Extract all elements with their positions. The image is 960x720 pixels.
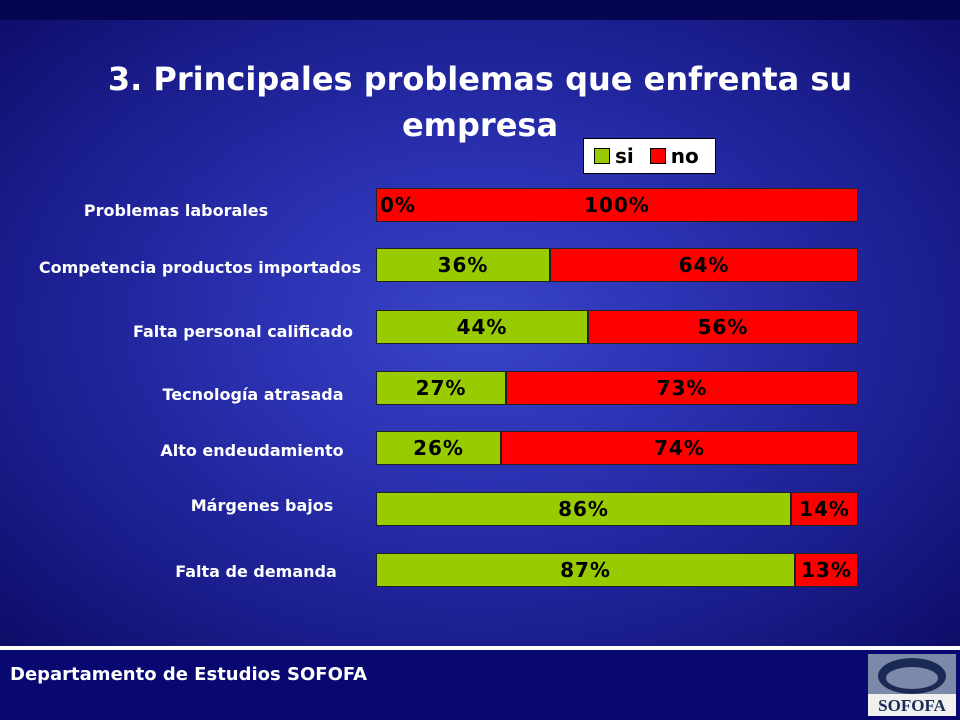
- bar-segment-si: 27%: [376, 371, 506, 405]
- footer-band: [0, 650, 960, 720]
- legend-label-no: no: [670, 144, 699, 168]
- bar-segment-no: 100%: [376, 188, 858, 222]
- bar-row: 26% 74%: [376, 431, 858, 465]
- legend: si no: [583, 138, 716, 174]
- bar-segment-no: 13%: [795, 553, 858, 587]
- bar-row: 100%: [376, 188, 858, 222]
- bar-segment-no: 56%: [588, 310, 858, 344]
- sofofa-logo: SOFOFA: [868, 654, 956, 716]
- footer-divider: [0, 646, 960, 650]
- bar-segment-si: 26%: [376, 431, 501, 465]
- category-label: Falta de demanda: [175, 562, 337, 581]
- footer-department: Departamento de Estudios SOFOFA: [10, 664, 368, 685]
- bar-segment-no: 74%: [501, 431, 858, 465]
- data-label-si: 0%: [380, 193, 416, 217]
- bar-row: 87% 13%: [376, 553, 858, 587]
- bar-segment-no: 73%: [506, 371, 858, 405]
- bar-segment-si: 36%: [376, 248, 550, 282]
- bar-segment-no: 64%: [550, 248, 858, 282]
- logo-text: SOFOFA: [878, 696, 946, 715]
- bar-row: 86% 14%: [376, 492, 858, 526]
- bar-segment-si: 86%: [376, 492, 791, 526]
- bar-row: 36% 64%: [376, 248, 858, 282]
- legend-swatch-no: [649, 148, 666, 164]
- category-label: Falta personal calificado: [132, 322, 354, 341]
- legend-swatch-si: [594, 148, 610, 164]
- category-label: Problemas laborales: [83, 201, 269, 220]
- category-label: Competencia productos importados: [38, 258, 362, 277]
- bar-segment-no: 14%: [791, 492, 858, 526]
- category-label: Márgenes bajos: [190, 496, 334, 515]
- bar-segment-si: 44%: [376, 310, 588, 344]
- category-label: Alto endeudamiento: [160, 441, 344, 460]
- bar-row: 27% 73%: [376, 371, 858, 405]
- legend-label-si: si: [615, 144, 634, 168]
- top-band: [0, 0, 960, 20]
- bar-row: 44% 56%: [376, 310, 858, 344]
- chart-title: 3. Principales problemas que enfrenta su…: [107, 60, 853, 144]
- category-label: Tecnología atrasada: [162, 385, 344, 404]
- bar-segment-si: 87%: [376, 553, 795, 587]
